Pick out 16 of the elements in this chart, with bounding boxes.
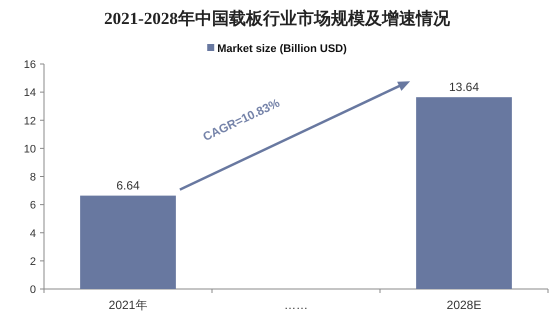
x-tick-label: ……: [284, 298, 308, 312]
x-tick-label: 2021年: [108, 298, 148, 312]
y-tick-label: 2: [30, 256, 36, 268]
data-label: 6.64: [116, 178, 140, 193]
y-tick-label: 8: [30, 172, 36, 184]
legend-label: Market size (Billion USD): [217, 43, 348, 55]
y-tick-label: 4: [30, 228, 36, 240]
y-tick-label: 16: [24, 59, 36, 71]
chart-title: 2021-2028年中国载板行业市场规模及增速情况: [104, 9, 451, 28]
y-tick-label: 10: [24, 143, 36, 156]
data-label: 13.64: [448, 80, 480, 94]
y-tick-label: 6: [30, 200, 36, 212]
y-tick-label: 12: [24, 115, 36, 128]
y-tick-label: 14: [24, 87, 36, 100]
y-tick-label: 0: [30, 284, 36, 296]
x-tick-label: 2028E: [446, 298, 482, 312]
